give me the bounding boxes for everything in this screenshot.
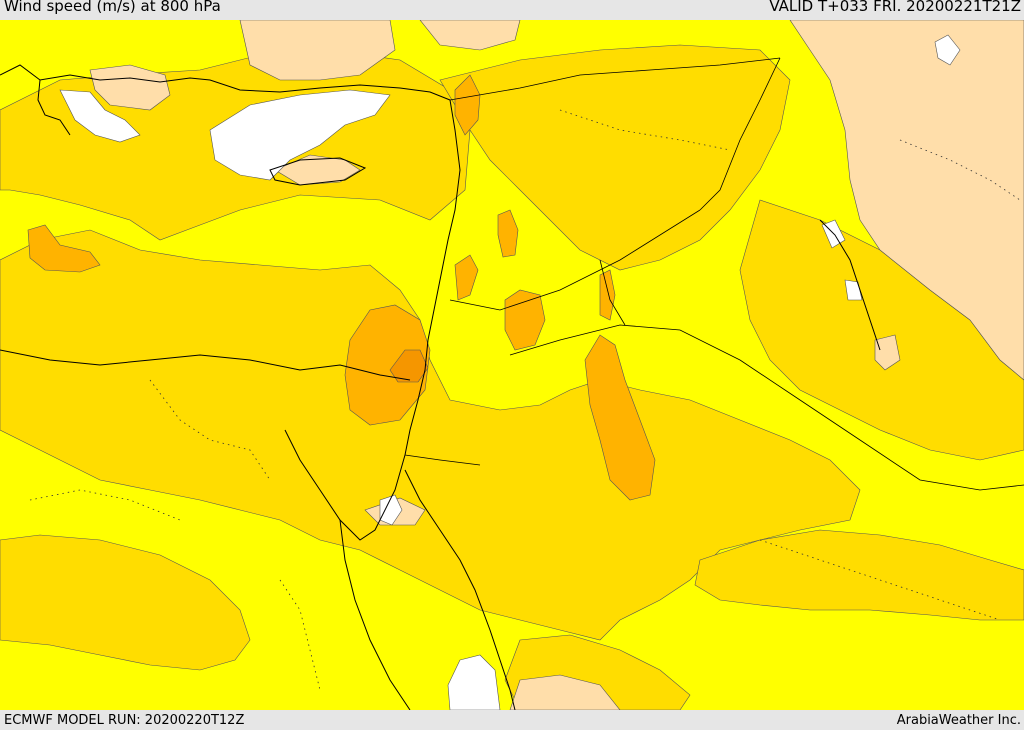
amber-zone-sinai: [344, 304, 431, 426]
contour-6: [899, 139, 1021, 201]
contour-1: [149, 379, 271, 481]
white-zone-red-sea: [447, 654, 501, 710]
coastlines: [0, 64, 881, 710]
tan-zone-north-3: [419, 20, 521, 51]
white-zones: [59, 34, 961, 710]
amber-zone-west: [27, 224, 101, 273]
tan-zone-north-1: [239, 20, 396, 81]
tan-zone-gulf: [874, 334, 901, 371]
coastline-egypt: [0, 349, 411, 381]
gold-zone-central: [0, 229, 861, 641]
white-zone-iran-north: [934, 34, 961, 66]
contour-4: [559, 109, 731, 151]
country-borders: [404, 57, 1024, 491]
gold-zone-west-egypt: [0, 534, 251, 671]
border-jordan-east: [599, 259, 626, 326]
white-zone-aegean: [59, 89, 141, 143]
coastline-gulf: [819, 219, 881, 351]
footer-bar: ECMWF MODEL RUN: 20200220T12Z ArabiaWeat…: [0, 710, 1024, 729]
coastline-red-sea: [339, 519, 411, 710]
header-bar: Wind speed (m/s) at 800 hPa VALID T+033 …: [0, 0, 1024, 20]
coastline-sinai: [284, 429, 406, 541]
amber-zone-arabia: [584, 334, 656, 501]
tan-zones: [89, 20, 1024, 710]
border-turkey-syria: [449, 57, 781, 101]
dark-amber-zone-sinai: [389, 349, 429, 383]
coastline-levant: [404, 99, 461, 456]
map-title: Wind speed (m/s) at 800 hPa: [4, 0, 221, 15]
coastline-turkey: [0, 64, 451, 101]
model-run: ECMWF MODEL RUN: 20200220T12Z: [4, 713, 245, 728]
credit-label: ArabiaWeather Inc.: [896, 713, 1021, 728]
gold-zones: [0, 44, 1024, 710]
coastline-cyprus: [269, 157, 367, 186]
tan-zone-red-sea: [509, 674, 621, 710]
border-syria-iraq: [699, 57, 781, 211]
amber-zone-lebanon: [454, 254, 479, 301]
coastline-arabia: [404, 469, 516, 710]
gold-zone-gulf: [694, 529, 1024, 621]
amber-zone-north: [454, 74, 481, 136]
gold-zone-levant: [439, 44, 791, 271]
valid-time: VALID T+033 FRI. 20200221T21Z: [769, 0, 1021, 15]
amber-zone-syria: [497, 209, 519, 258]
border-jordan-saudi: [509, 324, 1024, 491]
amber-zone-east-jordan: [599, 269, 616, 321]
border-egypt-israel: [404, 454, 481, 466]
white-zone-gulf-2: [844, 279, 863, 301]
amber-zones: [27, 74, 656, 501]
dark-amber-zones: [389, 349, 429, 383]
tan-zone-north-2: [89, 64, 171, 111]
white-zone-mediterranean: [209, 89, 391, 181]
dotted-contours: [29, 109, 1021, 691]
coastline-aegean: [37, 79, 71, 136]
wind-speed-map: [0, 20, 1024, 710]
tan-zone-iran: [789, 20, 1024, 381]
border-syria-jordan: [449, 209, 701, 311]
